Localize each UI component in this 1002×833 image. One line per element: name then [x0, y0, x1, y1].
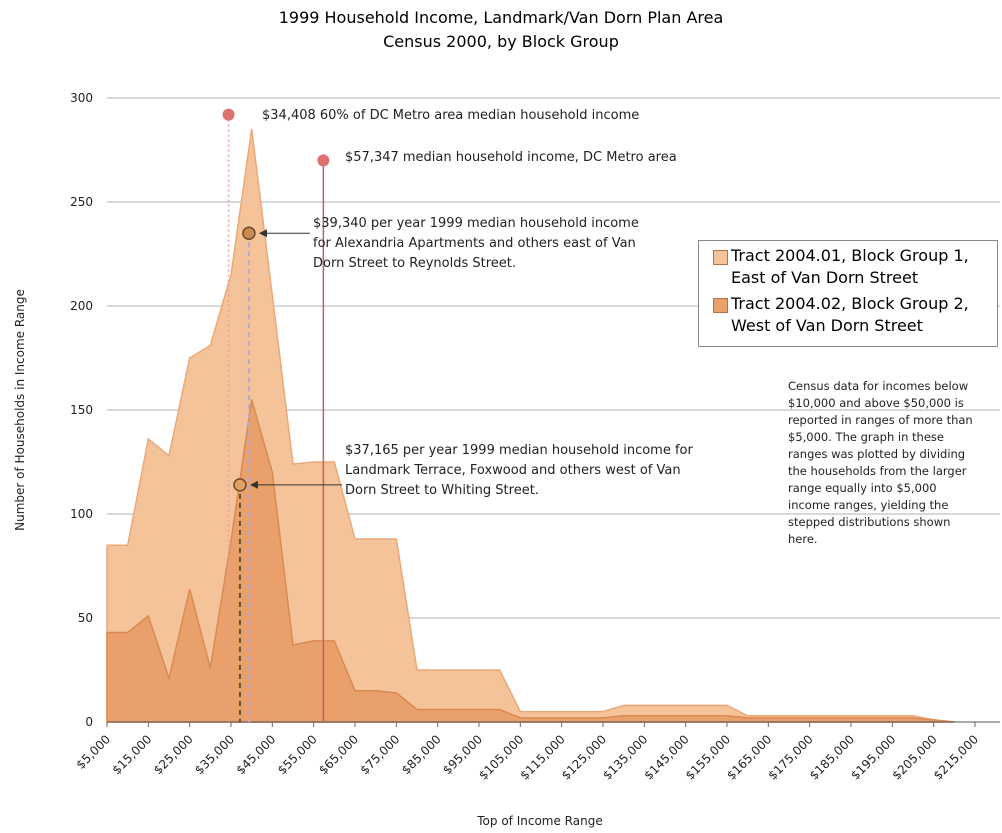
- x-tick-label: $5,000: [74, 732, 114, 772]
- annotation-label: $34,408 60% of DC Metro area median hous…: [262, 108, 640, 123]
- x-tick-label: $215,000: [931, 732, 981, 782]
- annotation-label: $39,340 per year 1999 median household i…: [313, 216, 639, 271]
- legend-swatch: [713, 250, 728, 265]
- y-tick-label: 100: [70, 507, 93, 521]
- chart-title: 1999 Household Income, Landmark/Van Dorn…: [278, 8, 724, 27]
- y-axis-label: Number of Households in Income Range: [13, 289, 27, 531]
- x-tick-label: $85,000: [399, 732, 444, 777]
- x-axis-label: Top of Income Range: [476, 814, 602, 828]
- y-tick-label: 0: [85, 715, 93, 729]
- x-tick-label: $35,000: [192, 732, 237, 777]
- legend-label: Tract 2004.02, Block Group 2, West of Va…: [731, 294, 969, 335]
- x-tick-label: $25,000: [151, 732, 196, 777]
- annotation-point: [222, 108, 235, 121]
- y-tick-label: 300: [70, 91, 93, 105]
- legend-swatch: [713, 298, 728, 313]
- chart-subtitle: Census 2000, by Block Group: [383, 32, 619, 51]
- y-tick-label: 250: [70, 195, 93, 209]
- annotation-point: [242, 226, 256, 240]
- legend: Tract 2004.01, Block Group 1, East of Va…: [698, 240, 998, 347]
- arrow-head: [258, 229, 267, 238]
- legend-item: Tract 2004.01, Block Group 1, East of Va…: [699, 245, 997, 289]
- x-tick-label: $45,000: [233, 732, 278, 777]
- annotation-label: $37,165 per year 1999 median household i…: [345, 443, 693, 498]
- x-tick-label: $55,000: [275, 732, 320, 777]
- x-tick-label: $65,000: [316, 732, 361, 777]
- y-tick-label: 50: [78, 611, 93, 625]
- y-tick-label: 150: [70, 403, 93, 417]
- annotation-point: [233, 478, 247, 492]
- legend-label: Tract 2004.01, Block Group 1, East of Va…: [731, 246, 969, 287]
- area: [106, 129, 955, 723]
- annotation-label: $57,347 median household income, DC Metr…: [345, 150, 677, 165]
- y-tick-label: 200: [70, 299, 93, 313]
- area: [106, 399, 955, 723]
- legend-item: Tract 2004.02, Block Group 2, West of Va…: [699, 293, 997, 337]
- note: Census data for incomes below $10,000 an…: [788, 379, 973, 546]
- annotation-point: [317, 154, 330, 167]
- x-tick-label: $15,000: [109, 732, 154, 777]
- x-tick-label: $75,000: [357, 732, 402, 777]
- arrow-head: [249, 480, 258, 489]
